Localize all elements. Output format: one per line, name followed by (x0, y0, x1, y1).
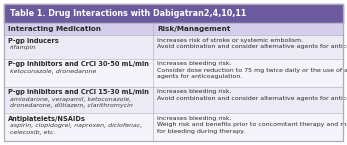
Text: aspirin, clopidogrel, naproxen, diclofenac,
celecoxib, etc.: aspirin, clopidogrel, naproxen, diclofen… (10, 123, 142, 135)
Text: P-gp inhibitors and CrCl 30-50 mL/min: P-gp inhibitors and CrCl 30-50 mL/min (8, 61, 149, 67)
Bar (4, 4, 343, 23)
Text: Increases bleeding risk.
Avoid combination and consider alternative agents for a: Increases bleeding risk. Avoid combinati… (157, 89, 347, 101)
Text: ketoconazole, dronedarone: ketoconazole, dronedarone (10, 69, 96, 74)
Text: Increases bleeding risk.
Weigh risk and benefits prior to concomitant therapy an: Increases bleeding risk. Weigh risk and … (157, 116, 347, 134)
Bar (4, 35, 343, 59)
Bar (4, 113, 343, 141)
Text: Increases risk of stroke or systemic embolism.
Avoid combination and consider al: Increases risk of stroke or systemic emb… (157, 38, 347, 49)
Text: amiodarone, verapamil, ketoconazole,
dronedarone, diltiazem, clarithromycin: amiodarone, verapamil, ketoconazole, dro… (10, 97, 133, 108)
Bar (4, 59, 343, 87)
Bar (4, 87, 343, 113)
Bar (4, 23, 343, 35)
Text: Interacting Medication: Interacting Medication (8, 26, 101, 32)
Text: Antiplatelets/NSAIDs: Antiplatelets/NSAIDs (8, 116, 86, 122)
Text: Table 1. Drug Interactions with Dabigatran2,4,10,11: Table 1. Drug Interactions with Dabigatr… (10, 9, 246, 18)
Text: Increases bleeding risk.
Consider dose reduction to 75 mg twice daily or the use: Increases bleeding risk. Consider dose r… (157, 61, 347, 79)
Text: Risk/Management: Risk/Management (157, 26, 230, 32)
Text: P-gp inhibitors and CrCl 15-30 mL/min: P-gp inhibitors and CrCl 15-30 mL/min (8, 89, 149, 95)
Text: rifampin: rifampin (10, 45, 36, 50)
Text: P-gp inducers: P-gp inducers (8, 38, 59, 44)
